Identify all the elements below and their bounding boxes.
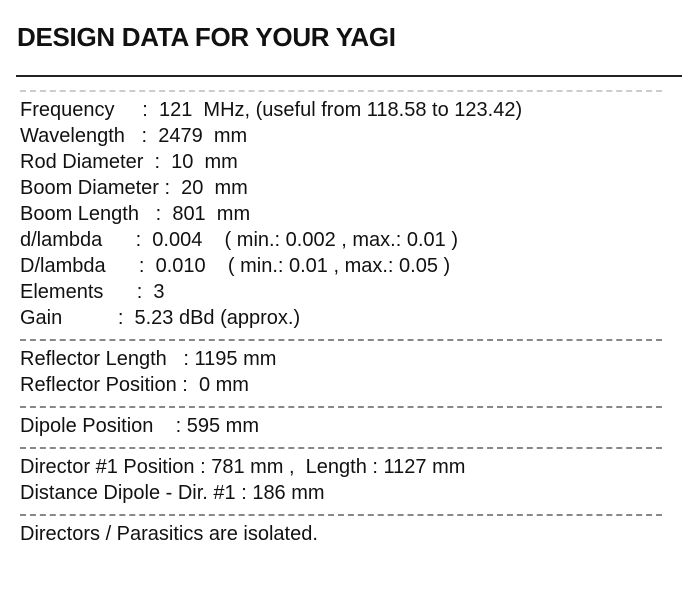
data-line: Directors / Parasitics are isolated. xyxy=(20,523,318,545)
data-line: Frequency : 121 MHz, (useful from 118.58… xyxy=(20,99,523,121)
separator xyxy=(20,406,662,408)
data-line: Wavelength : 2479 mm xyxy=(20,125,248,147)
data-line: Director #1 Position : 781 mm , Length :… xyxy=(20,456,466,478)
data-line: Distance Dipole - Dir. #1 : 186 mm xyxy=(20,482,325,504)
data-line: Dipole Position : 595 mm xyxy=(20,415,259,437)
data-line: d/lambda : 0.004 ( min.: 0.002 , max.: 0… xyxy=(20,229,458,251)
data-line: Gain : 5.23 dBd (approx.) xyxy=(20,307,301,329)
data-line: Elements : 3 xyxy=(20,281,165,303)
separator xyxy=(20,447,662,449)
separator xyxy=(20,339,662,341)
title-rule xyxy=(16,75,682,77)
data-line: Boom Diameter : 20 mm xyxy=(20,177,248,199)
title: DESIGN DATA FOR YOUR YAGI xyxy=(17,22,396,52)
data-line: Rod Diameter : 10 mm xyxy=(20,151,238,173)
data-line: D/lambda : 0.010 ( min.: 0.01 , max.: 0.… xyxy=(20,255,451,277)
data-line: Reflector Length : 1195 mm xyxy=(20,348,277,370)
data-line: Boom Length : 801 mm xyxy=(20,203,251,225)
separator xyxy=(20,514,662,516)
data-line: Reflector Position : 0 mm xyxy=(20,374,249,396)
separator xyxy=(20,90,662,92)
design-data: Frequency : 121 MHz, (useful from 118.58… xyxy=(20,82,662,547)
